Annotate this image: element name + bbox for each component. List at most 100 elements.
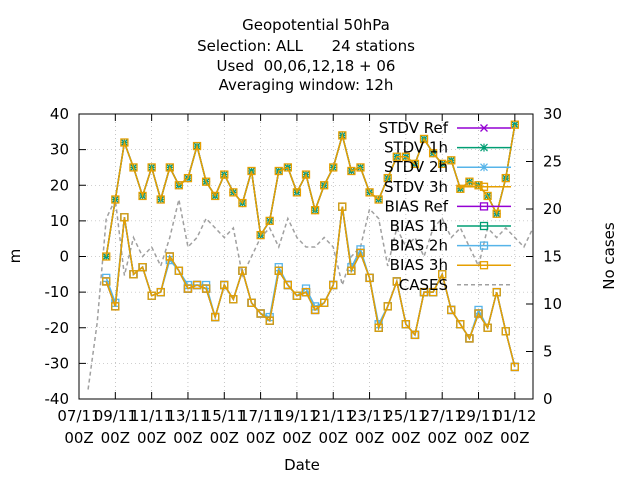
- x-tick-label-hour: 00Z: [210, 429, 239, 447]
- stdv-3h-series-point: [211, 191, 220, 201]
- bias-1h-series-line: [105, 206, 516, 368]
- stdv-3h-series-point: [220, 170, 229, 179]
- legend-label: CASES: [399, 276, 448, 294]
- bias-3h-series-point: [238, 266, 247, 275]
- y-tick-label: 30: [50, 141, 69, 159]
- bias-3h-series-point: [283, 280, 292, 290]
- stdv-3h-series-point: [138, 191, 147, 201]
- x-tick-label-hour: 00Z: [428, 429, 457, 447]
- x-tick-label-hour: 00Z: [464, 429, 493, 447]
- y-tick-label: 10: [50, 212, 69, 230]
- x-tick-label-date: 11/11: [130, 407, 173, 425]
- bias-3h-series-point: [428, 287, 438, 297]
- bias-3h-series-point: [320, 298, 329, 307]
- stdv-3h-series-point: [329, 163, 338, 172]
- bias-3h-series-point: [483, 323, 492, 332]
- x-tick-label-date: 21/11: [312, 407, 355, 425]
- bias-3h-series-point: [192, 280, 202, 290]
- bias-3h-series-point: [102, 277, 111, 286]
- stdv-3h-series-point: [410, 159, 420, 169]
- stdv-3h-series-point: [229, 188, 238, 197]
- stdv-3h-series-point: [419, 134, 429, 144]
- bias-3h-series-point: [501, 327, 510, 336]
- bias-3h-series-point: [392, 277, 401, 286]
- stdv-3h-series-point: [374, 195, 383, 204]
- x-tick-label-hour: 00Z: [319, 429, 348, 447]
- bias-3h-series-point: [174, 266, 184, 275]
- x-tick-label-date: 01/12: [493, 407, 536, 425]
- bias-3h-series-point: [120, 213, 129, 222]
- stdv-3h-series-point: [338, 131, 347, 140]
- stdv-3h-series-point: [292, 188, 302, 197]
- stdv-3h-series-point: [201, 177, 211, 186]
- bias-3h-series-point: [410, 330, 420, 340]
- stdv-3h-series-point: [192, 141, 202, 151]
- axes: -40-30-20-1001020304005101520253007/1100…: [45, 105, 563, 447]
- bias-3h-series-line: [105, 206, 516, 368]
- chart-title: Geopotential 50hPa Selection: ALL 24 sta…: [197, 16, 415, 94]
- grid: [79, 114, 533, 399]
- bias-3h-series: [102, 202, 519, 372]
- x-tick-label-hour: 00Z: [101, 429, 130, 447]
- stdv-3h-series-point: [129, 163, 138, 172]
- y-tick-label: -30: [45, 354, 70, 372]
- stdv-3h-series-point: [483, 191, 492, 201]
- x-tick-label-hour: 00Z: [282, 429, 311, 447]
- bias-3h-series-point: [492, 287, 501, 297]
- bias-3h-series-point: [447, 305, 456, 315]
- bias-3h-series-point: [465, 334, 474, 343]
- bias-3h-series-point: [310, 305, 320, 315]
- bias-3h-series-point: [292, 291, 302, 300]
- title-line-1: Geopotential 50hPa: [242, 16, 390, 34]
- bias-1h-series: [102, 202, 519, 372]
- legend-entry: CASES: [399, 276, 511, 294]
- stdv-3h-series: [102, 120, 519, 261]
- bias-3h-series-point: [438, 270, 447, 279]
- y2-axis-label: No cases: [600, 222, 618, 290]
- legend-swatch-marker: [479, 182, 489, 191]
- stdv-3h-series-point: [447, 156, 456, 165]
- stdv-3h-series-point: [174, 181, 184, 190]
- legend-entry: STDV Ref: [379, 119, 511, 137]
- series-layer: [102, 120, 519, 372]
- bias-3h-series-point: [201, 284, 211, 293]
- bias-3h-series-point: [510, 362, 519, 372]
- x-tick-label-date: 25/11: [384, 407, 427, 425]
- bias-3h-series-point: [456, 320, 465, 329]
- y2-tick-label: 25: [543, 153, 562, 171]
- bias-3h-series-point: [111, 302, 120, 311]
- x-tick-label-date: 09/11: [94, 407, 137, 425]
- y2-tick-label: 10: [543, 295, 562, 313]
- x-tick-label-hour: 00Z: [500, 429, 529, 447]
- legend-swatch-marker: [480, 163, 488, 172]
- stdv-3h-series-point: [111, 195, 120, 204]
- x-tick-label-hour: 00Z: [173, 429, 202, 447]
- stdv-3h-series-point: [456, 184, 465, 193]
- bias-3h-series-point: [347, 266, 356, 275]
- stdv-3h-series-point: [428, 149, 438, 158]
- y2-tick-label: 30: [543, 105, 562, 123]
- bias-3h-series-point: [129, 270, 138, 279]
- x-tick-label-hour: 00Z: [391, 429, 420, 447]
- y-tick-label: -20: [45, 319, 70, 337]
- x-tick-label-date: 07/11: [57, 407, 100, 425]
- bias-ref-series: [102, 202, 519, 372]
- legend-swatch-marker: [479, 241, 489, 250]
- bias-3h-series-point: [274, 266, 283, 275]
- bias-ref-series-line: [105, 206, 516, 368]
- x-tick-label-date: 27/11: [421, 407, 464, 425]
- y-tick-label: 0: [59, 248, 69, 266]
- bias-3h-series-point: [474, 309, 483, 318]
- stdv-3h-series-point: [347, 166, 356, 176]
- title-line-2: Selection: ALL 24 stations: [197, 37, 415, 55]
- bias-3h-series-point: [247, 298, 256, 307]
- bias-3h-series-point: [419, 287, 429, 297]
- legend-entry: BIAS 1h: [390, 217, 511, 235]
- legend-swatch-marker: [480, 124, 488, 132]
- bias-3h-series-point: [329, 280, 338, 290]
- stdv-3h-series-point: [501, 173, 510, 183]
- stdv-3h-series-point: [183, 173, 193, 183]
- title-line-4: Averaging window: 12h: [219, 76, 394, 94]
